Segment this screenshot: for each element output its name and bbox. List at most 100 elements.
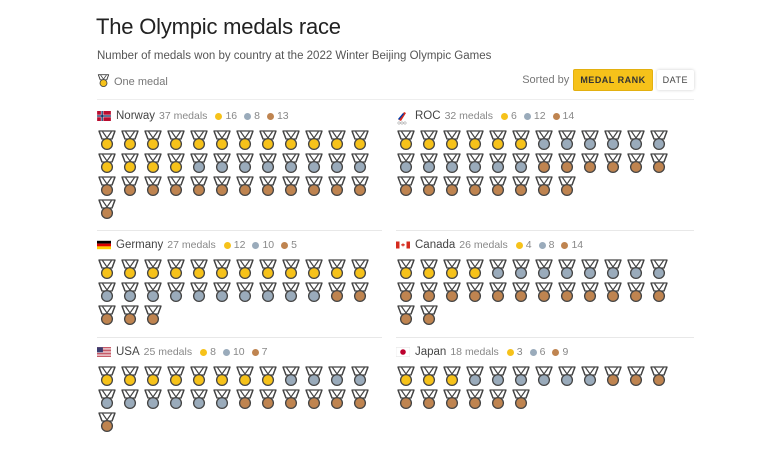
gold-medal-icon bbox=[189, 365, 212, 388]
silver-count: 12 bbox=[523, 110, 546, 122]
medal-total: 25 medals bbox=[143, 346, 193, 358]
gold-medal-icon bbox=[212, 258, 235, 281]
bronze-medal-icon bbox=[649, 365, 672, 388]
gold-medal-icon bbox=[166, 258, 189, 281]
bronze-medal-icon bbox=[327, 281, 350, 304]
silver-medal-icon bbox=[419, 152, 442, 175]
silver-medal-icon bbox=[488, 365, 511, 388]
canada-flag-icon bbox=[396, 240, 410, 250]
silver-count: 8 bbox=[538, 239, 554, 251]
bronze-medal-icon bbox=[304, 388, 327, 411]
bronze-medal-icon bbox=[350, 281, 373, 304]
bronze-medal-icon bbox=[97, 175, 120, 198]
divider bbox=[396, 230, 694, 231]
gold-medal-icon bbox=[488, 129, 511, 152]
bronze-medal-icon bbox=[396, 304, 419, 327]
bronze-count: 5 bbox=[281, 239, 297, 251]
bronze-medal-icon bbox=[603, 365, 626, 388]
bronze-medal-icon bbox=[465, 281, 488, 304]
silver-medal-icon bbox=[534, 365, 557, 388]
silver-medal-icon bbox=[442, 152, 465, 175]
bronze-medal-icon bbox=[258, 388, 281, 411]
silver-medal-icon bbox=[281, 281, 304, 304]
gold-medal-icon bbox=[189, 129, 212, 152]
country-block-canada: Canada 26 medals 4 8 14 bbox=[396, 238, 688, 327]
gold-medal-icon bbox=[120, 258, 143, 281]
bronze-medal-icon bbox=[258, 175, 281, 198]
silver-medal-icon bbox=[465, 365, 488, 388]
gold-medal-icon bbox=[442, 365, 465, 388]
gold-medal-icon bbox=[419, 129, 442, 152]
divider bbox=[97, 230, 382, 231]
silver-medal-icon bbox=[557, 129, 580, 152]
bronze-medal-icon bbox=[97, 198, 120, 221]
silver-medal-icon bbox=[649, 258, 672, 281]
bronze-dot-icon bbox=[561, 241, 569, 249]
gold-medal-icon bbox=[465, 258, 488, 281]
silver-medal-icon bbox=[603, 129, 626, 152]
bronze-medal-icon bbox=[580, 281, 603, 304]
bronze-medal-icon bbox=[603, 152, 626, 175]
country-header: Germany 27 medals 12 10 5 bbox=[97, 238, 389, 252]
bronze-medal-icon bbox=[235, 388, 258, 411]
silver-medal-icon bbox=[511, 258, 534, 281]
silver-medal-icon bbox=[304, 281, 327, 304]
silver-medal-icon bbox=[327, 365, 350, 388]
sort-date-button[interactable]: DATE bbox=[656, 70, 694, 90]
gold-count: 8 bbox=[200, 346, 216, 358]
silver-medal-icon bbox=[258, 152, 281, 175]
bronze-medal-icon bbox=[465, 388, 488, 411]
gold-medal-icon bbox=[189, 258, 212, 281]
gold-medal-icon bbox=[120, 365, 143, 388]
silver-medal-icon bbox=[580, 365, 603, 388]
bronze-medal-icon bbox=[350, 175, 373, 198]
medal-icon bbox=[97, 73, 110, 91]
silver-medal-icon bbox=[626, 258, 649, 281]
gold-medal-icon bbox=[396, 365, 419, 388]
silver-medal-icon bbox=[580, 258, 603, 281]
gold-medal-icon bbox=[350, 129, 373, 152]
silver-medal-icon bbox=[327, 152, 350, 175]
silver-medal-icon bbox=[143, 281, 166, 304]
gold-medal-icon bbox=[511, 129, 534, 152]
bronze-medal-icon bbox=[189, 175, 212, 198]
bronze-medal-icon bbox=[626, 281, 649, 304]
divider bbox=[97, 337, 382, 338]
silver-medal-icon bbox=[649, 129, 672, 152]
bronze-medal-icon bbox=[626, 365, 649, 388]
bronze-medal-icon bbox=[557, 281, 580, 304]
gold-medal-icon bbox=[258, 129, 281, 152]
country-header: ROC 32 medals 6 12 14 bbox=[396, 109, 688, 125]
bronze-medal-icon bbox=[511, 281, 534, 304]
bronze-medal-icon bbox=[166, 175, 189, 198]
bronze-medal-icon bbox=[442, 281, 465, 304]
gold-medal-icon bbox=[97, 152, 120, 175]
bronze-count: 9 bbox=[552, 346, 568, 358]
silver-medal-icon bbox=[580, 129, 603, 152]
silver-medal-icon bbox=[350, 152, 373, 175]
country-block-usa: USA 25 medals 8 10 7 bbox=[97, 345, 389, 434]
silver-medal-icon bbox=[603, 258, 626, 281]
silver-medal-icon bbox=[488, 258, 511, 281]
country-block-germany: Germany 27 medals 12 10 5 bbox=[97, 238, 389, 327]
bronze-medal-icon bbox=[580, 152, 603, 175]
silver-medal-icon bbox=[235, 152, 258, 175]
sort-control: Sorted by MEDAL RANK DATE bbox=[522, 69, 694, 91]
silver-medal-icon bbox=[258, 281, 281, 304]
bronze-medal-icon bbox=[327, 388, 350, 411]
sort-medal-rank-button[interactable]: MEDAL RANK bbox=[573, 69, 653, 91]
medal-grid bbox=[396, 129, 688, 198]
country-header: USA 25 medals 8 10 7 bbox=[97, 345, 389, 359]
silver-medal-icon bbox=[212, 281, 235, 304]
bronze-medal-icon bbox=[649, 152, 672, 175]
gold-medal-icon bbox=[419, 258, 442, 281]
country-block-japan: Japan 18 medals 3 6 9 bbox=[395, 345, 688, 411]
bronze-medal-icon bbox=[350, 388, 373, 411]
silver-medal-icon bbox=[304, 365, 327, 388]
silver-medal-icon bbox=[97, 281, 120, 304]
norway-flag-icon bbox=[97, 111, 111, 121]
bronze-medal-icon bbox=[442, 388, 465, 411]
country-name: Norway bbox=[116, 110, 155, 122]
silver-medal-icon bbox=[396, 152, 419, 175]
page-title: The Olympic medals race bbox=[96, 14, 341, 39]
